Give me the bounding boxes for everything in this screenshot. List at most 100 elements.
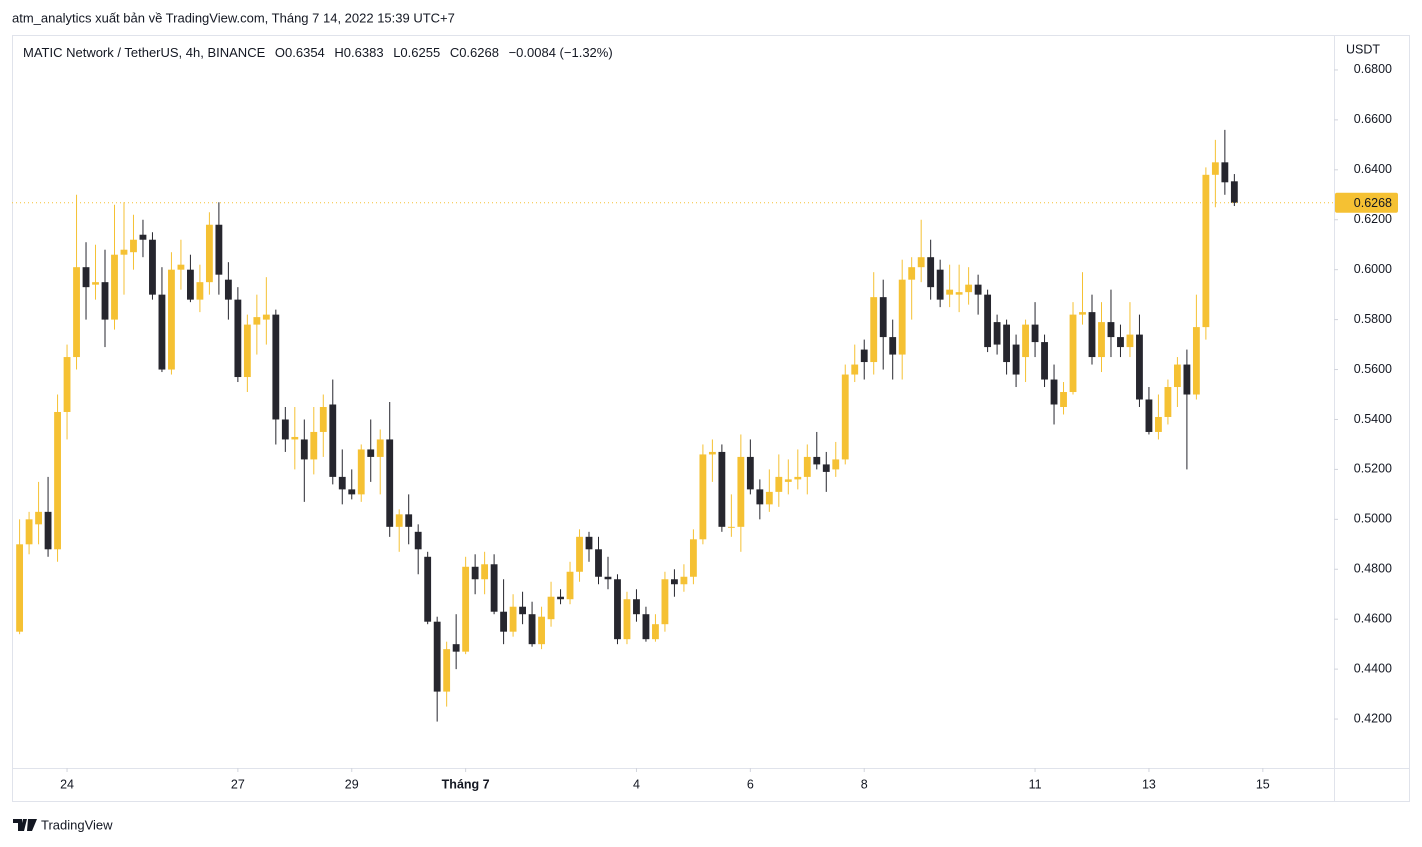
y-tick-label: 0.6600 — [1354, 112, 1392, 126]
candle-body — [642, 614, 650, 640]
candle-body — [955, 292, 963, 295]
candle-body — [708, 451, 716, 455]
y-tick-label: 0.4600 — [1354, 611, 1392, 625]
candle-body — [158, 294, 166, 370]
candle-body — [699, 454, 707, 540]
candle-body — [898, 279, 906, 355]
last-price-box — [1335, 192, 1398, 213]
y-axis-label: USDT — [1346, 42, 1380, 56]
candle-body — [367, 449, 375, 457]
candle-body — [243, 324, 251, 378]
candle-body — [1192, 327, 1200, 395]
logo-text: TradingView — [41, 817, 113, 832]
candle-body — [281, 419, 289, 440]
candle-body — [689, 539, 697, 577]
candle-body — [35, 511, 42, 525]
candle-body — [984, 294, 992, 348]
y-tick-label: 0.4400 — [1354, 661, 1392, 675]
candle-body — [1088, 312, 1096, 358]
candle-body — [661, 579, 669, 625]
candle-body — [1230, 181, 1238, 203]
candle-body — [1012, 344, 1020, 375]
candle-body — [224, 279, 232, 300]
plot-area — [12, 129, 1334, 722]
candle-body — [784, 479, 792, 482]
candle-body — [604, 576, 612, 580]
candle-body — [870, 297, 878, 363]
y-tick-label: 0.4200 — [1354, 711, 1392, 725]
candle-body — [338, 476, 346, 490]
candle-body — [519, 606, 526, 615]
candle-body — [386, 439, 394, 527]
candle-body — [946, 289, 954, 295]
candle-body — [1173, 364, 1181, 388]
candle-body — [1031, 324, 1039, 343]
candle-body — [310, 431, 318, 460]
y-tick-label: 0.6800 — [1354, 62, 1392, 76]
candle-body — [633, 599, 640, 615]
candle-body — [1107, 322, 1115, 338]
candle-body — [25, 519, 33, 545]
candle-body — [756, 489, 764, 505]
candle-body — [139, 234, 147, 240]
candle-body — [917, 257, 925, 268]
ohlc-label: L — [393, 45, 400, 60]
candle-body — [927, 257, 935, 288]
candle-body — [481, 564, 489, 580]
candle-body — [405, 514, 413, 527]
candle-body — [1050, 379, 1058, 405]
candle-body — [92, 282, 99, 285]
x-tick-label: 4 — [633, 777, 640, 791]
candle-body — [44, 511, 52, 550]
candle-body — [300, 439, 308, 460]
candle-body — [253, 317, 261, 325]
candle-body — [1164, 387, 1172, 417]
candle-body — [490, 564, 498, 612]
candle-body — [737, 456, 745, 527]
change-text: −0.0084 (−1.32%) — [509, 45, 613, 60]
x-tick-label: 6 — [747, 777, 754, 791]
candle-body — [1117, 337, 1124, 348]
candle-body — [101, 282, 109, 320]
candle-body — [889, 337, 897, 355]
chart-frame — [12, 35, 1410, 802]
ohlc-value: 0.6354 — [285, 45, 325, 60]
chart-header: MATIC Network / TetherUS, 4h, BINANCE O0… — [23, 45, 613, 60]
candle-body — [718, 451, 726, 527]
candle-body — [348, 489, 356, 495]
candle-body — [329, 404, 337, 477]
candle-body — [111, 254, 118, 320]
candle-body — [63, 357, 71, 412]
candle-body — [291, 436, 299, 440]
candle-body — [528, 614, 536, 645]
chart-title: MATIC Network / TetherUS, 4h, BINANCE — [23, 45, 266, 60]
y-tick-label: 0.5800 — [1354, 312, 1392, 326]
candle-body — [652, 624, 659, 640]
candle-body — [623, 599, 631, 640]
footer-logo: TradingView — [13, 817, 113, 832]
candle-body — [1136, 334, 1143, 400]
ohlc-value: 0.6255 — [400, 45, 440, 60]
candle-body — [974, 284, 982, 295]
candle-body — [433, 621, 441, 692]
candle-body — [614, 579, 621, 640]
candle-body — [832, 459, 840, 470]
candle-body — [576, 536, 583, 572]
y-tick-label: 0.5400 — [1354, 412, 1392, 426]
y-tick-label: 0.5600 — [1354, 362, 1392, 376]
candle-body — [1041, 342, 1048, 380]
candle-body — [1022, 324, 1029, 358]
candle-body — [803, 456, 811, 477]
candle-body — [538, 616, 545, 645]
candle-body — [1098, 322, 1105, 358]
candle-body — [765, 491, 773, 505]
y-tick-label: 0.6400 — [1354, 162, 1392, 176]
candle-body — [82, 267, 90, 288]
candle-body — [177, 264, 185, 270]
y-tick-label: 0.5000 — [1354, 512, 1392, 526]
x-tick-label: 27 — [231, 777, 245, 791]
candle-body — [671, 579, 678, 585]
candle-body — [1155, 416, 1162, 432]
candle-body — [1126, 334, 1134, 348]
candle-body — [595, 549, 602, 577]
